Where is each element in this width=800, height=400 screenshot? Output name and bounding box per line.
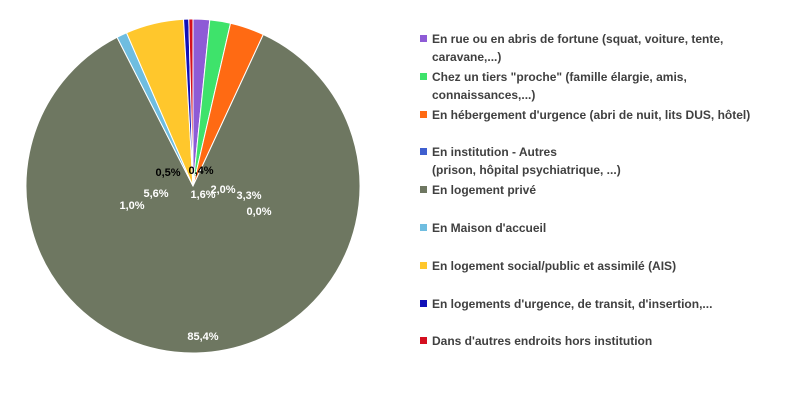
slice-value-label: 2,0% [210,184,235,196]
legend-label: Chez un tiers "proche" (famille élargie,… [432,70,687,102]
legend-label: En logements d'urgence, de transit, d'in… [432,297,713,311]
pie-slice [25,33,361,354]
legend-item: En logement privé [420,181,790,199]
slice-value-label: 3,3% [236,190,261,202]
legend-swatch [420,73,427,80]
legend-label: En logement social/public et assimilé (A… [432,259,677,273]
legend-label: En rue ou en abris de fortune (squat, vo… [432,32,724,64]
slice-value-label: 1,0% [119,200,144,212]
legend-label: En logement privé [432,183,537,197]
legend-item: En hébergement d'urgence (abri de nuit, … [420,106,790,124]
legend-item: Chez un tiers "proche" (famille élargie,… [420,68,790,104]
legend-label: En institution - Autres (prison, hôpital… [432,145,621,177]
legend-item: En logements d'urgence, de transit, d'in… [420,295,790,313]
legend-swatch [420,186,427,193]
slice-value-label: 0,4% [188,165,213,177]
slice-value-label: 1,6% [190,189,215,201]
legend-item: Dans d'autres endroits hors institution [420,332,790,350]
legend-item: En institution - Autres (prison, hôpital… [420,143,790,179]
legend-swatch [420,262,427,269]
legend-swatch [420,35,427,42]
legend-label: En Maison d'accueil [432,221,547,235]
legend-swatch [420,111,427,118]
legend-swatch [420,300,427,307]
legend-item: En rue ou en abris de fortune (squat, vo… [420,30,790,66]
legend-label: Dans d'autres endroits hors institution [432,334,653,348]
legend-label: En hébergement d'urgence (abri de nuit, … [432,108,751,122]
legend-swatch [420,224,427,231]
slice-value-label: 0,0% [246,206,271,218]
legend-item: En Maison d'accueil [420,219,790,237]
pie-slice [188,18,194,187]
slice-value-label: 0,5% [155,167,180,179]
slice-value-label: 5,6% [143,188,168,200]
pie-plot-area: 1,6%2,0% 3,3% 0,0% 85,4% 1,0%5,6% 0,5% 0,4% [25,18,361,354]
legend-item: En logement social/public et assimilé (A… [420,257,790,275]
legend-swatch [420,148,427,155]
legend-swatch [420,337,427,344]
slice-value-label: 85,4% [187,331,218,343]
